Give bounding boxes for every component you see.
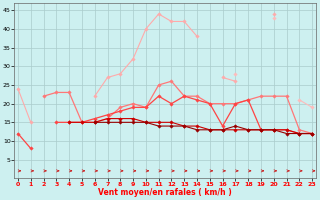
X-axis label: Vent moyen/en rafales ( km/h ): Vent moyen/en rafales ( km/h ): [98, 188, 232, 197]
